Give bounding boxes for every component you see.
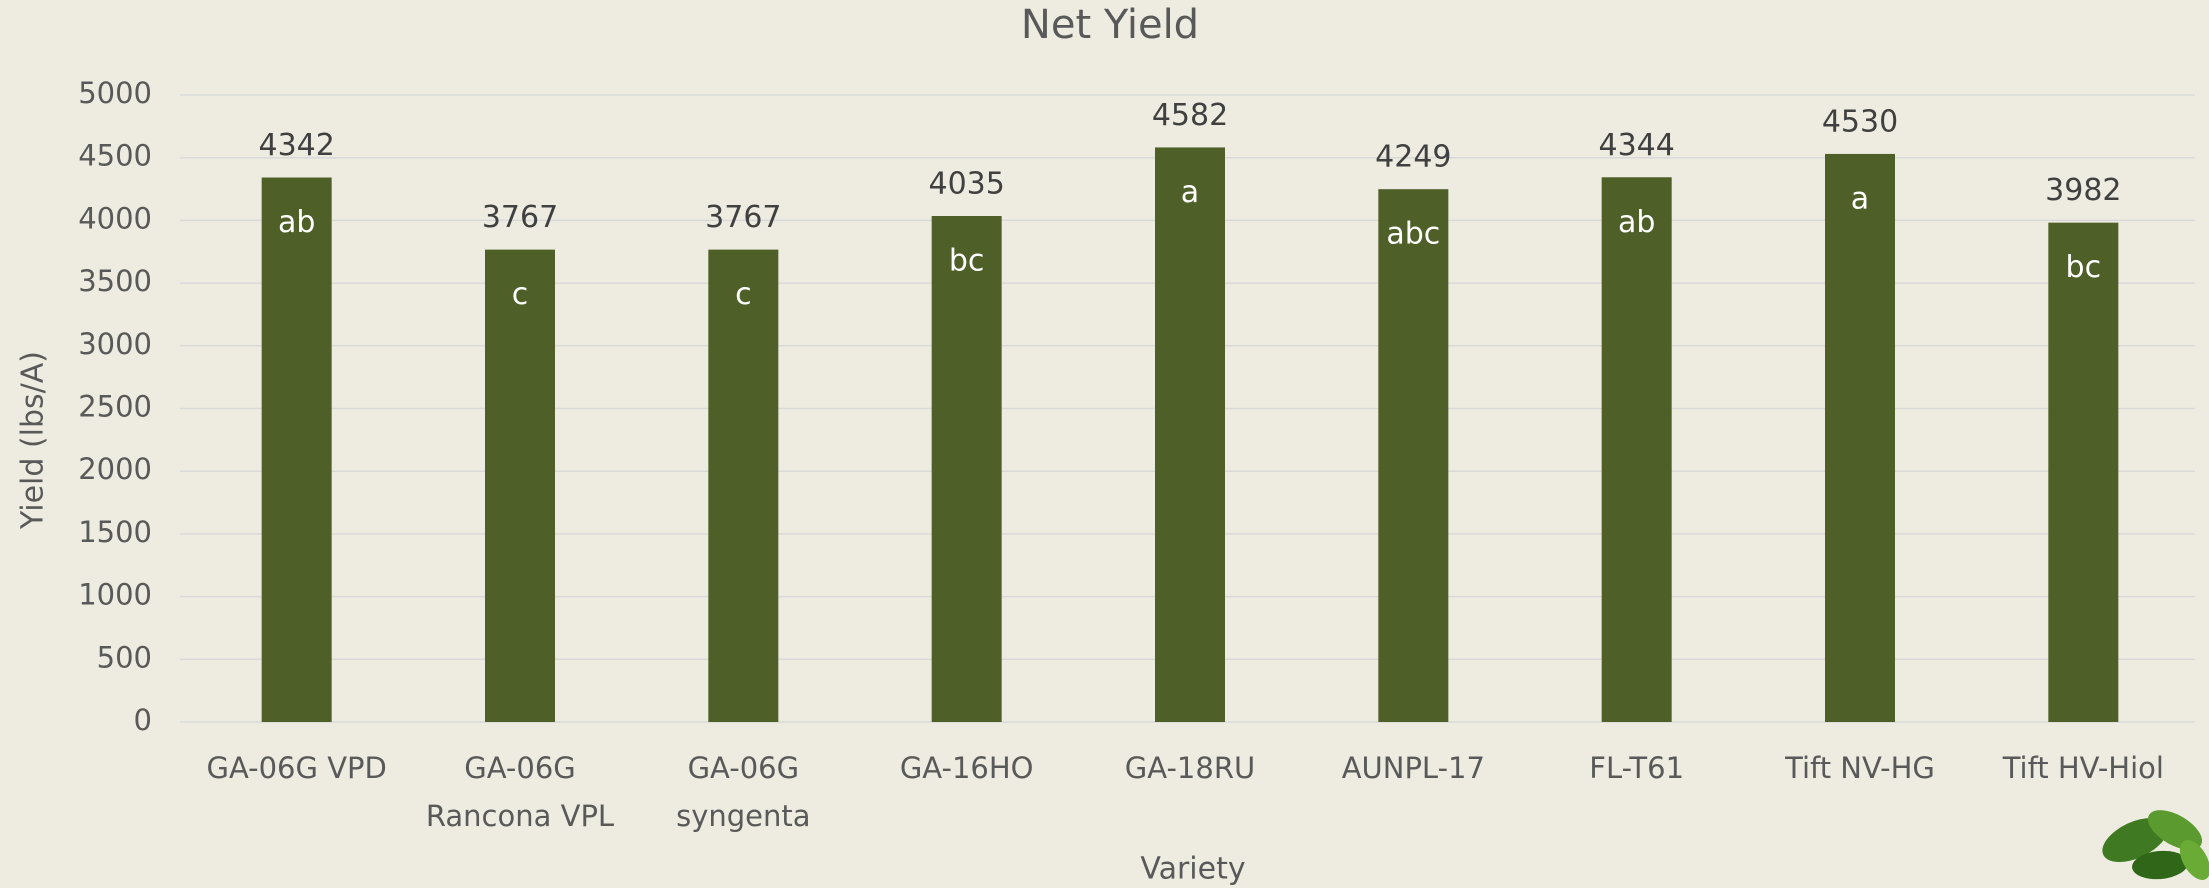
bar bbox=[485, 250, 555, 722]
chart-title: Net Yield bbox=[1021, 2, 1199, 48]
bar bbox=[1825, 154, 1895, 722]
y-tick-label: 3500 bbox=[78, 264, 152, 298]
group-letter: ab bbox=[1618, 205, 1655, 240]
value-label: 3767 bbox=[705, 200, 781, 235]
y-tick-label: 2500 bbox=[78, 390, 152, 424]
x-axis-title: Variety bbox=[1140, 852, 1245, 887]
x-tick-label: Tift HV-Hiol bbox=[2002, 751, 2164, 785]
value-label: 4342 bbox=[258, 128, 334, 163]
value-label: 3982 bbox=[2045, 173, 2121, 208]
group-letter: a bbox=[1181, 175, 1199, 210]
value-label: 4344 bbox=[1598, 128, 1674, 163]
value-label: 4582 bbox=[1152, 98, 1228, 133]
group-letter: abc bbox=[1386, 217, 1440, 252]
y-tick-label: 4500 bbox=[78, 139, 152, 173]
bar bbox=[2048, 223, 2118, 722]
bar bbox=[1378, 189, 1448, 722]
bar bbox=[932, 216, 1002, 722]
x-tick-label: GA-16HO bbox=[900, 751, 1034, 785]
y-tick-label: 2000 bbox=[78, 452, 152, 486]
y-tick-label: 1500 bbox=[78, 515, 152, 549]
bar bbox=[1155, 147, 1225, 722]
group-letter: c bbox=[735, 277, 752, 312]
y-tick-label: 1000 bbox=[78, 578, 152, 612]
value-label: 3767 bbox=[482, 200, 558, 235]
group-letter: a bbox=[1851, 181, 1869, 216]
value-label: 4035 bbox=[928, 167, 1004, 202]
y-tick-label: 0 bbox=[134, 703, 152, 737]
x-tick-label: GA-18RU bbox=[1125, 751, 1255, 785]
y-tick-label: 3000 bbox=[78, 327, 152, 361]
group-letter: bc bbox=[2066, 250, 2102, 285]
x-tick-label: FL-T61 bbox=[1589, 751, 1684, 785]
y-tick-label: 4000 bbox=[78, 201, 152, 235]
x-tick-label: AUNPL-17 bbox=[1342, 751, 1485, 785]
x-tick-label: Tift NV-HG bbox=[1784, 751, 1935, 785]
group-letter: c bbox=[512, 277, 529, 312]
group-letter: ab bbox=[278, 205, 315, 240]
value-label: 4530 bbox=[1822, 104, 1898, 139]
bar bbox=[708, 250, 778, 722]
y-axis-title: Yield (lbs/A) bbox=[16, 351, 51, 530]
y-tick-label: 500 bbox=[97, 640, 152, 674]
value-label: 4249 bbox=[1375, 140, 1451, 175]
bar bbox=[1602, 177, 1672, 722]
chart: Net Yield Variety Yield (lbs/A) 0 500 1000… bbox=[0, 0, 2209, 888]
bar bbox=[262, 178, 332, 722]
y-tick-label: 5000 bbox=[78, 76, 152, 110]
group-letter: bc bbox=[949, 244, 985, 279]
x-tick-label: GA-06G VPD bbox=[206, 751, 386, 785]
